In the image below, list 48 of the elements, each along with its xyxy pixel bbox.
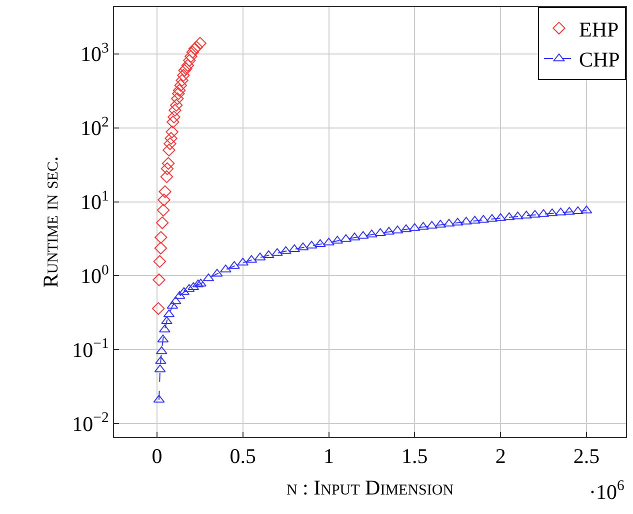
point: [183, 54, 196, 67]
point: [172, 84, 186, 97]
x-tick-label: 2: [495, 444, 506, 468]
y-tick-label: 10$^{1}$: [80, 188, 109, 214]
point: [160, 162, 174, 176]
legend-label: EHP: [579, 17, 619, 42]
point: [153, 255, 166, 268]
point: [152, 302, 165, 315]
point: [174, 79, 188, 92]
point: [172, 87, 185, 100]
point: [154, 242, 168, 254]
point: [171, 92, 184, 105]
x-tick-label: 0: [152, 444, 162, 468]
point: [156, 204, 170, 217]
point: [158, 185, 172, 198]
point: [152, 273, 166, 286]
y-tick-label: 10$^{0}$: [80, 262, 109, 288]
point: [158, 194, 170, 206]
x-tick-label: 2.5: [573, 444, 600, 468]
point: [162, 144, 176, 156]
point: [164, 132, 178, 145]
y-axis-title: Runtime in sec.: [38, 156, 62, 288]
x-tick-label: 0.5: [230, 444, 256, 468]
x-tick-label: 1.5: [402, 444, 428, 468]
x-axis-title: n : Input Dimension: [286, 475, 454, 500]
point: [168, 110, 180, 124]
point: [160, 170, 174, 184]
point: [164, 137, 176, 150]
point: [166, 116, 180, 128]
y-tick-label: 10$^{3}$: [80, 40, 109, 66]
point: [194, 36, 206, 50]
point: [184, 50, 198, 63]
text: ·10$^{6}$: [589, 478, 624, 504]
point: [186, 46, 200, 59]
point: [176, 74, 188, 87]
point: [181, 59, 194, 72]
point: [162, 157, 175, 170]
x-tick-label: 1: [324, 444, 334, 468]
point: [154, 231, 168, 244]
y-tick-label: 10$^{−2}$: [72, 410, 109, 436]
point: [168, 104, 182, 117]
y-tick-label: 10$^{2}$: [80, 114, 109, 140]
point: [166, 126, 178, 138]
point: [177, 69, 190, 82]
y-tick-label: 10$^{−1}$: [72, 336, 109, 362]
legend-label: CHP: [579, 48, 620, 72]
point: [156, 216, 169, 230]
point: [170, 98, 183, 112]
